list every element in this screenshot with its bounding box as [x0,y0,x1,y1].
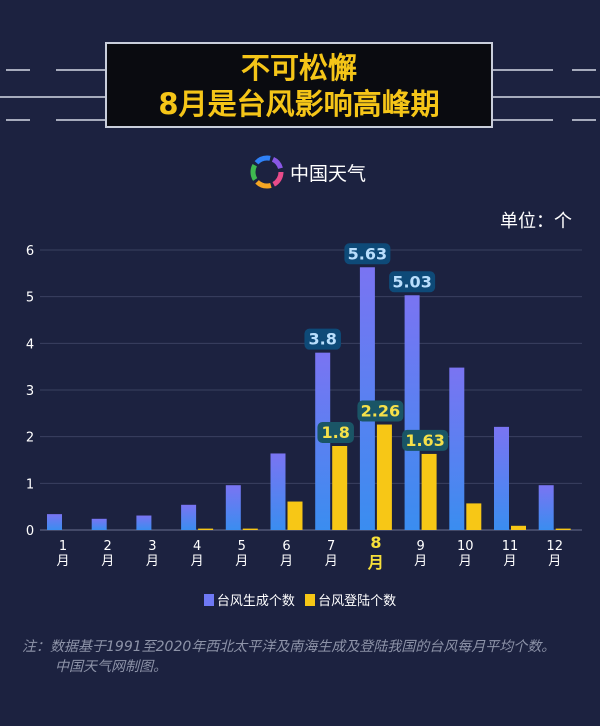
x-tick-label: 6 [282,539,290,554]
footnote: 注：数据基于1991至2020年西北太平洋及南海生成及登陆我国的台风每月平均个数… [22,637,555,677]
x-tick-suffix: 月 [414,554,427,569]
y-tick-label: 2 [26,431,34,446]
decor-line [6,119,30,121]
x-tick-suffix: 月 [503,554,516,569]
y-tick-label: 4 [26,337,34,352]
bar-generated [270,453,286,530]
data-label: 1.63 [405,431,444,450]
data-label-bg [389,271,436,293]
x-tick-suffix: 月 [548,554,561,569]
bar-generated [359,267,375,530]
decor-line [6,69,30,71]
bar-generated [181,504,197,530]
x-tick-label: 9 [416,539,424,554]
decor-line [493,119,553,121]
brand-name: 中国天气 [290,162,367,185]
data-label: 5.03 [392,272,431,291]
title-line-2: 8月是台风影响高峰期 [158,87,440,121]
x-tick-label: 8 [370,533,381,552]
data-label: 1.8 [322,423,350,442]
legend: 台风生成个数 台风登陆个数 [0,590,600,609]
decor-line [56,69,106,71]
bar-landed [421,453,437,530]
legend-item-landed: 台风登陆个数 [305,594,396,609]
y-tick-label: 6 [26,244,34,259]
data-label: 5.63 [348,244,387,263]
y-tick-label: 0 [26,524,34,539]
x-tick-suffix: 月 [325,554,338,569]
data-label: 2.26 [361,402,400,421]
brand-logo: 中国天气 [250,155,366,189]
data-label: 3.8 [309,330,337,349]
bar-landed [198,528,214,530]
x-tick-label: 2 [104,539,112,554]
x-tick-suffix: 月 [280,554,293,569]
x-tick-label: 10 [457,539,474,554]
x-tick-suffix: 月 [191,554,204,569]
bar-landed [376,424,392,530]
data-label-bg [344,243,391,265]
decor-line [56,119,106,121]
decor-line [0,96,106,98]
x-tick-label: 12 [546,539,563,554]
bar-generated [91,518,107,530]
x-tick-suffix: 月 [459,554,472,569]
x-tick-label: 1 [59,539,67,554]
bar-generated [449,367,465,530]
bar-landed [555,528,571,530]
x-tick-suffix: 月 [146,554,159,569]
bar-generated [404,295,420,530]
footnote-line-2: 中国天气网制图。 [55,659,167,675]
legend-swatch-yellow [305,594,316,606]
legend-label: 台风登陆个数 [318,594,397,609]
x-tick-label: 5 [238,539,246,554]
legend-label: 台风生成个数 [216,594,295,609]
x-tick-label: 3 [148,539,156,554]
decor-line [493,69,553,71]
x-tick-label: 11 [502,539,519,554]
unit-label: 单位：个 [500,211,572,232]
bar-generated [494,426,509,530]
y-tick-label: 3 [26,384,34,399]
bar-generated [538,485,554,530]
footnote-line-1: 注：数据基于1991至2020年西北太平洋及南海生成及登陆我国的台风每月平均个数… [22,639,556,655]
title-line-1: 不可松懈 [240,51,357,85]
x-tick-label: 4 [193,539,201,554]
x-tick-suffix: 月 [235,554,248,569]
data-label-bg [402,429,449,451]
bar-generated [136,515,152,530]
title-box: 不可松懈 8月是台风影响高峰期 [105,42,493,128]
y-tick-label: 1 [26,477,34,492]
bar-landed [242,528,258,530]
bar-generated [47,514,62,530]
data-label-bg [304,328,341,350]
y-tick-label: 5 [26,291,34,306]
x-tick-label: 7 [327,539,335,554]
bar-generated [225,485,241,530]
legend-item-generated: 台风生成个数 [203,594,295,609]
x-tick-suffix: 月 [101,554,114,569]
bar-landed [511,525,526,530]
bar-landed [466,503,482,530]
legend-swatch-blue [203,594,214,606]
decor-line [572,69,596,71]
swirl-logo-icon [250,155,284,189]
bar-landed [287,501,303,530]
decor-line [493,96,600,98]
decor-line [572,119,596,121]
x-tick-suffix: 月 [367,553,384,572]
data-label-bg [317,422,354,443]
bar-landed [332,446,348,530]
x-tick-suffix: 月 [56,554,69,569]
data-label-bg [357,400,404,422]
